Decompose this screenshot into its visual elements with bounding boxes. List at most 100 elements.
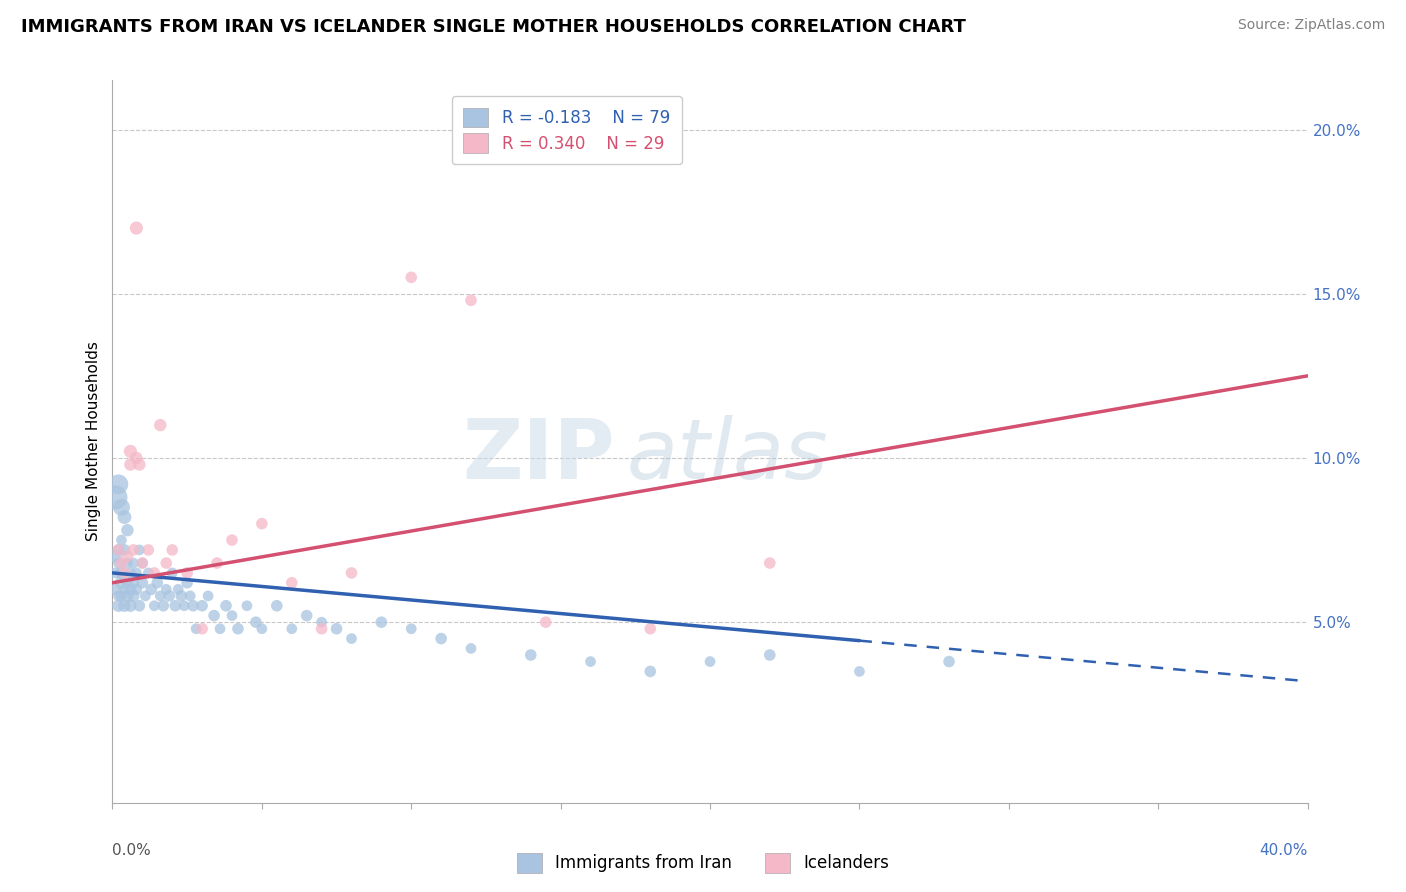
Point	[120, 566, 142, 580]
Point	[311, 615, 333, 630]
Point	[173, 599, 195, 613]
Point	[165, 599, 187, 613]
Point	[250, 622, 273, 636]
Point	[141, 582, 163, 597]
Point	[181, 599, 204, 613]
Point	[104, 566, 127, 580]
Point	[110, 556, 132, 570]
Point	[110, 500, 132, 515]
Point	[938, 655, 960, 669]
Point	[149, 589, 172, 603]
Point	[245, 615, 267, 630]
Point	[120, 599, 142, 613]
Point	[120, 458, 142, 472]
Point	[114, 599, 135, 613]
Point	[117, 556, 139, 570]
Point	[128, 458, 150, 472]
Point	[128, 542, 150, 557]
Point	[162, 542, 183, 557]
Point	[520, 648, 543, 662]
Point	[699, 655, 721, 669]
Point	[117, 523, 139, 537]
Point	[401, 270, 423, 285]
Point	[162, 566, 183, 580]
Point	[221, 608, 243, 623]
Point	[202, 608, 225, 623]
Point	[110, 575, 132, 590]
Point	[110, 589, 132, 603]
Text: Source: ZipAtlas.com: Source: ZipAtlas.com	[1237, 18, 1385, 32]
Point	[176, 566, 198, 580]
Legend: Immigrants from Iran, Icelanders: Immigrants from Iran, Icelanders	[510, 847, 896, 880]
Point	[221, 533, 243, 547]
Point	[104, 549, 127, 564]
Point	[149, 418, 172, 433]
Point	[215, 599, 238, 613]
Point	[311, 622, 333, 636]
Point	[170, 589, 193, 603]
Point	[131, 556, 153, 570]
Point	[131, 575, 153, 590]
Point	[460, 293, 482, 308]
Point	[117, 589, 139, 603]
Point	[401, 622, 423, 636]
Y-axis label: Single Mother Households: Single Mother Households	[86, 342, 101, 541]
Point	[138, 542, 160, 557]
Point	[155, 556, 177, 570]
Point	[114, 582, 135, 597]
Text: IMMIGRANTS FROM IRAN VS ICELANDER SINGLE MOTHER HOUSEHOLDS CORRELATION CHART: IMMIGRANTS FROM IRAN VS ICELANDER SINGLE…	[21, 18, 966, 36]
Point	[848, 665, 870, 679]
Point	[167, 582, 190, 597]
Point	[143, 599, 166, 613]
Point	[209, 622, 232, 636]
Point	[117, 549, 139, 564]
Point	[114, 566, 135, 580]
Point	[134, 589, 156, 603]
Point	[120, 444, 142, 458]
Point	[117, 575, 139, 590]
Point	[579, 655, 602, 669]
Point	[236, 599, 259, 613]
Point	[125, 450, 148, 465]
Point	[176, 575, 198, 590]
Point	[138, 566, 160, 580]
Point	[460, 641, 482, 656]
Point	[430, 632, 453, 646]
Legend: R = -0.183    N = 79, R = 0.340    N = 29: R = -0.183 N = 79, R = 0.340 N = 29	[451, 95, 682, 164]
Point	[120, 582, 142, 597]
Point	[155, 582, 177, 597]
Point	[186, 622, 208, 636]
Point	[107, 477, 129, 491]
Point	[640, 665, 662, 679]
Point	[107, 589, 129, 603]
Point	[122, 542, 145, 557]
Point	[295, 608, 318, 623]
Point	[110, 566, 132, 580]
Point	[281, 575, 304, 590]
Point	[340, 632, 363, 646]
Point	[640, 622, 662, 636]
Text: 0.0%: 0.0%	[112, 843, 152, 857]
Text: 40.0%: 40.0%	[1260, 843, 1308, 857]
Point	[250, 516, 273, 531]
Point	[152, 599, 174, 613]
Text: atlas: atlas	[627, 416, 828, 497]
Point	[759, 648, 782, 662]
Point	[107, 542, 129, 557]
Point	[125, 221, 148, 235]
Point	[107, 542, 129, 557]
Point	[122, 589, 145, 603]
Point	[125, 582, 148, 597]
Point	[107, 599, 129, 613]
Point	[131, 556, 153, 570]
Point	[107, 556, 129, 570]
Point	[370, 615, 392, 630]
Point	[191, 622, 214, 636]
Point	[266, 599, 288, 613]
Point	[179, 589, 201, 603]
Point	[143, 566, 166, 580]
Point	[340, 566, 363, 580]
Point	[122, 556, 145, 570]
Point	[114, 542, 135, 557]
Point	[205, 556, 228, 570]
